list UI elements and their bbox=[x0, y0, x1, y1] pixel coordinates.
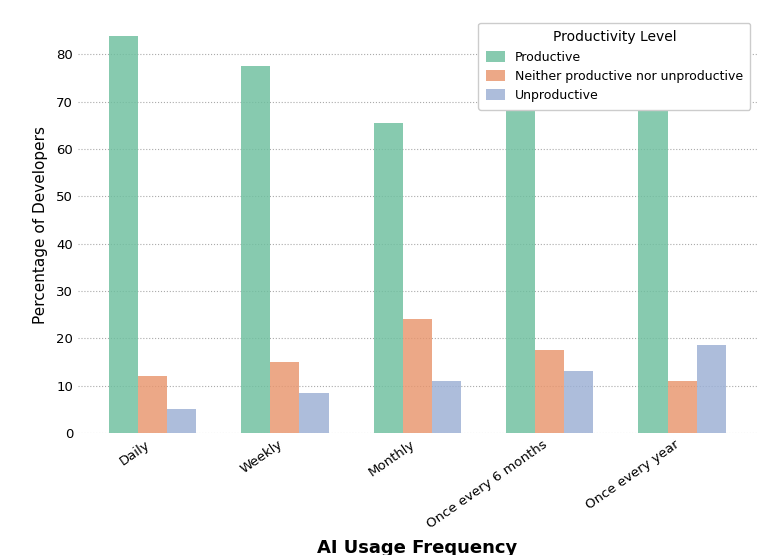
Bar bbox=[697, 345, 725, 433]
Bar bbox=[374, 123, 402, 433]
Bar bbox=[109, 36, 138, 433]
Bar bbox=[300, 393, 328, 433]
Bar bbox=[432, 381, 461, 433]
Bar bbox=[638, 95, 668, 433]
Bar bbox=[506, 102, 535, 433]
Bar bbox=[241, 66, 271, 433]
Y-axis label: Percentage of Developers: Percentage of Developers bbox=[33, 126, 48, 324]
Bar bbox=[402, 319, 432, 433]
Bar bbox=[167, 409, 197, 433]
Bar bbox=[138, 376, 167, 433]
Bar bbox=[271, 362, 300, 433]
X-axis label: AI Usage Frequency: AI Usage Frequency bbox=[317, 539, 517, 555]
Bar bbox=[564, 371, 594, 433]
Legend: Productive, Neither productive nor unproductive, Unproductive: Productive, Neither productive nor unpro… bbox=[478, 23, 750, 110]
Bar bbox=[668, 381, 697, 433]
Bar bbox=[535, 350, 564, 433]
